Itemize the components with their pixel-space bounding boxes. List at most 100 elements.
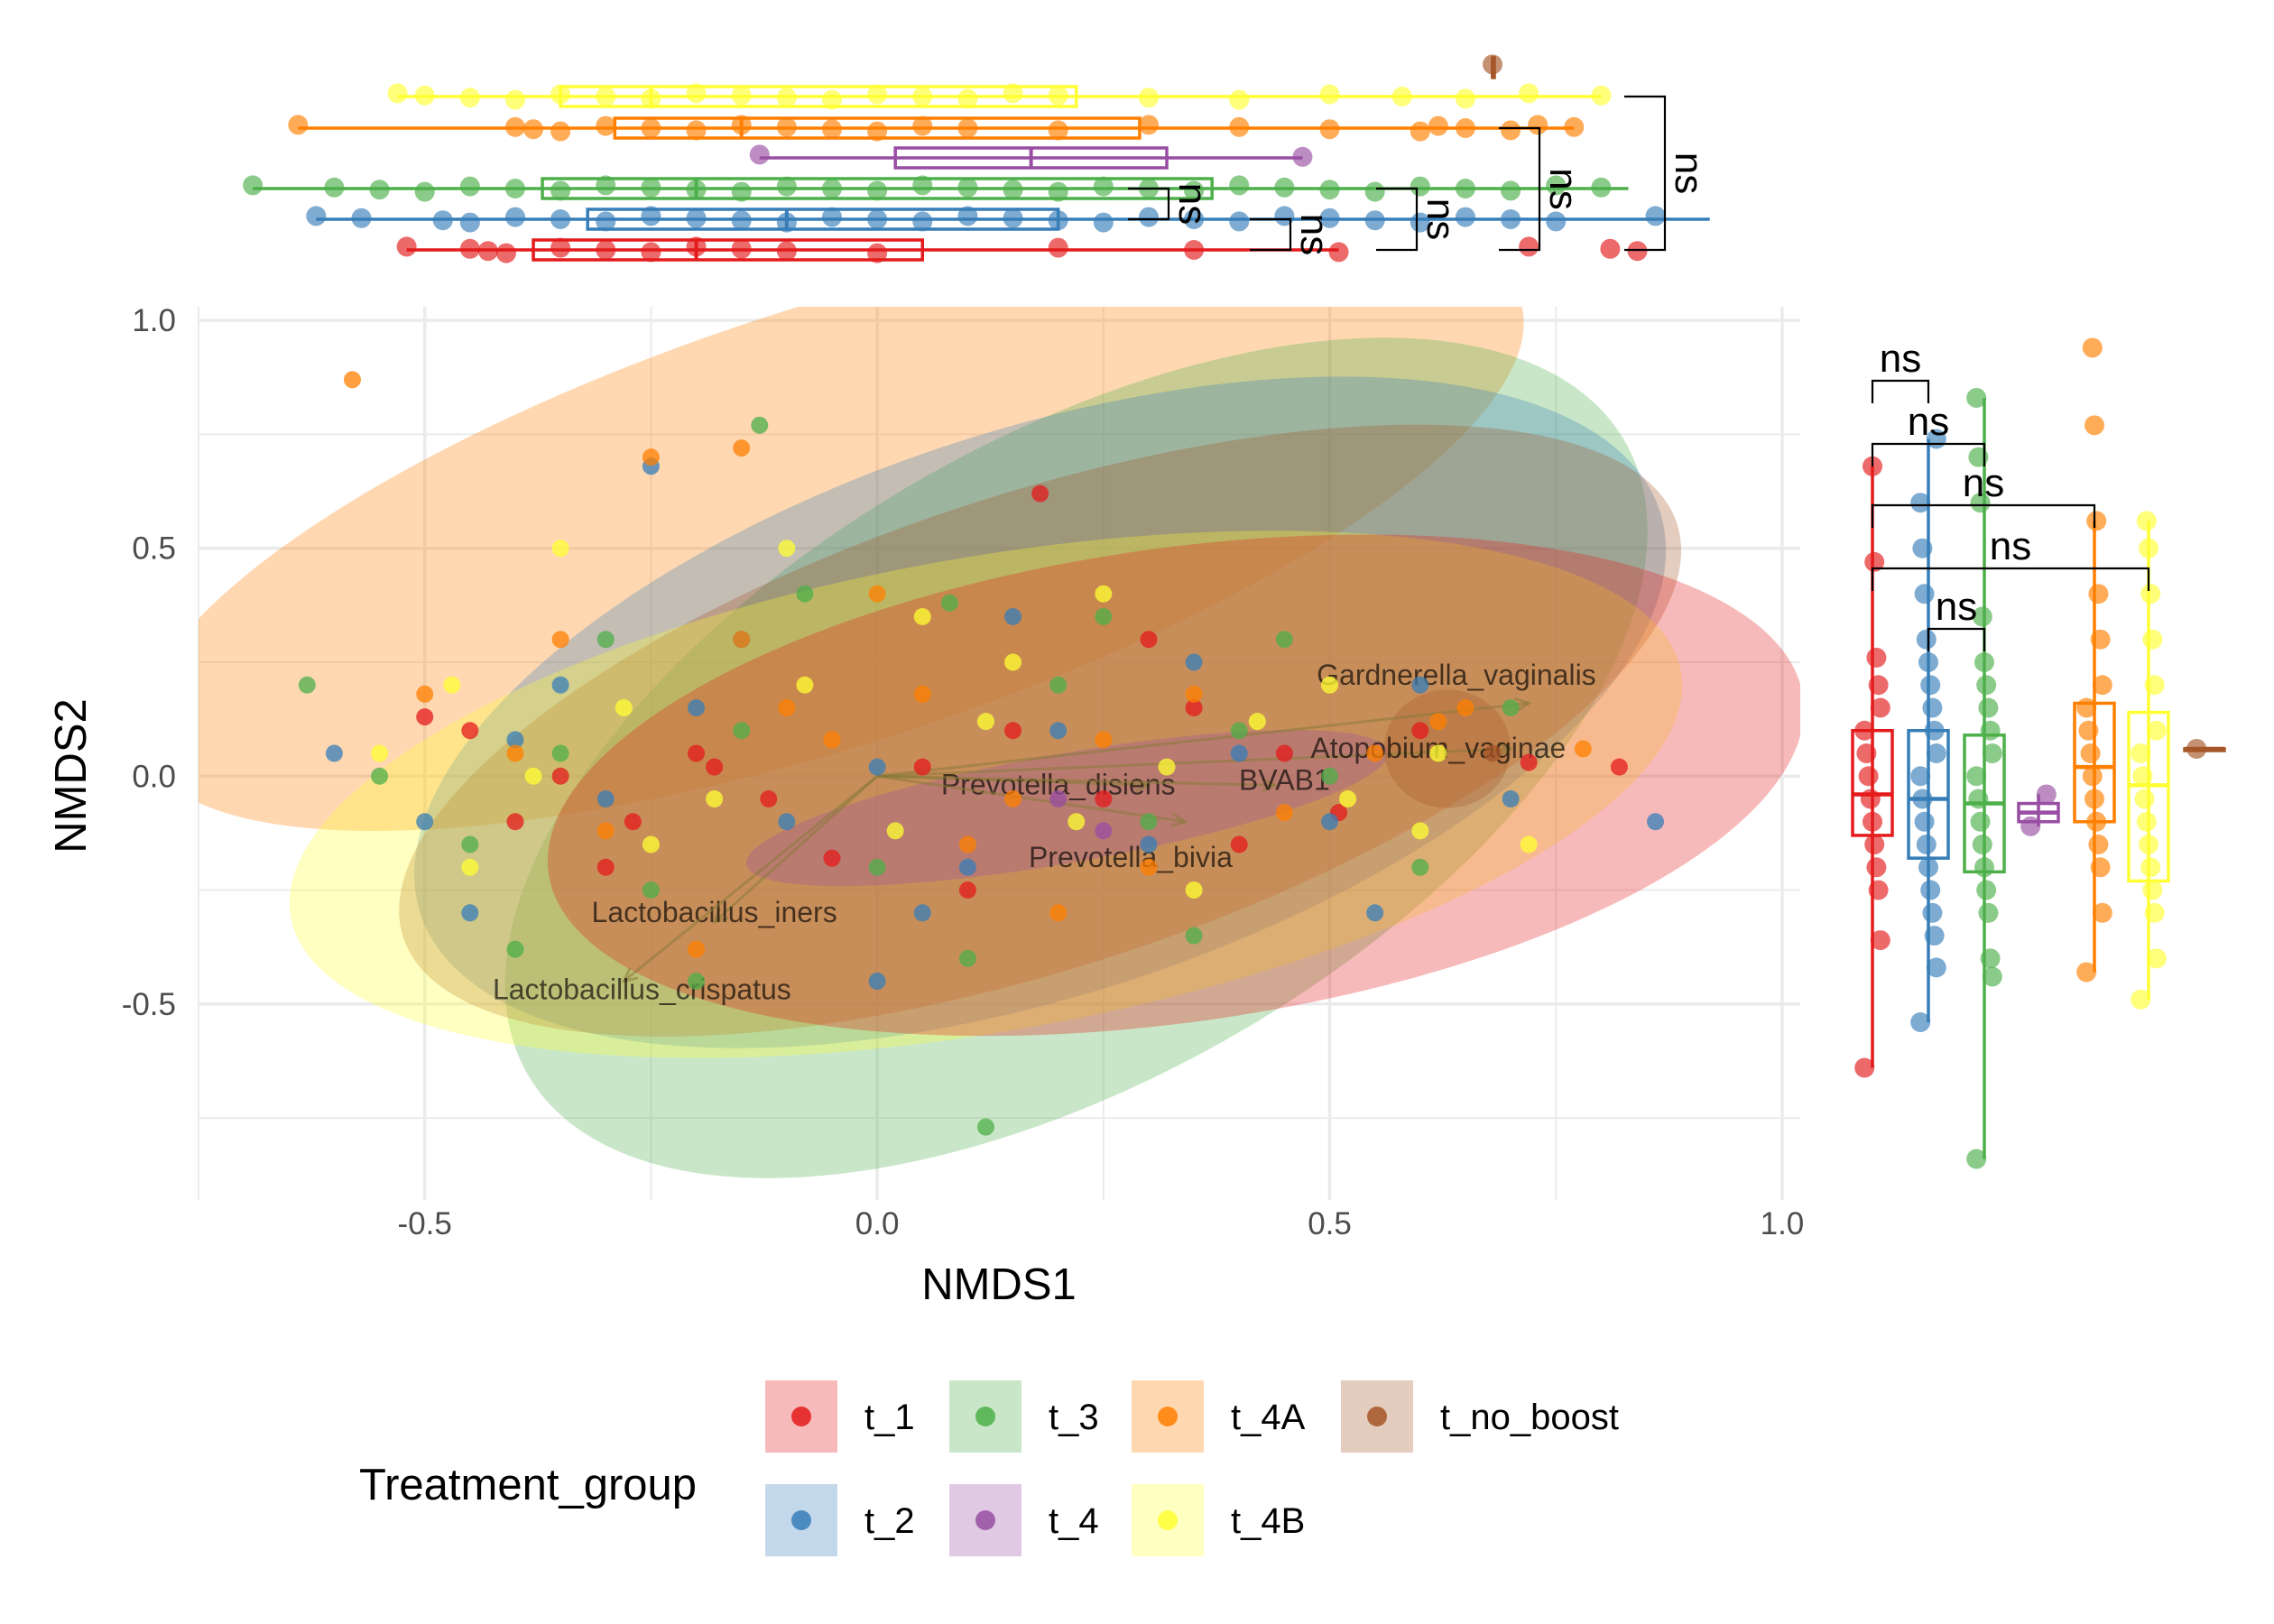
top-point-t_4A [912, 115, 933, 136]
top-point-t_3 [243, 175, 263, 196]
right-point-t_3 [1970, 811, 1991, 832]
point-t_2 [1230, 744, 1248, 762]
point-t_3 [642, 881, 660, 900]
point-t_4B [1248, 713, 1266, 731]
top-point-t_2 [1410, 212, 1430, 233]
top-point-t_2 [821, 207, 842, 227]
right-point-t_4B [2142, 629, 2163, 650]
right-bracket [1927, 627, 1986, 651]
right-bracket-label: ns [1880, 337, 1921, 381]
legend-title: Treatment_group [359, 1461, 697, 1509]
top-point-t_2 [1184, 209, 1205, 229]
right-point-t_1 [1854, 720, 1875, 741]
right-point-t_2 [1916, 629, 1937, 650]
ellipse-t_no_boost [399, 424, 1682, 1037]
point-t_4B [1339, 790, 1357, 808]
top-point-t_4A [288, 115, 309, 135]
point-t_2 [506, 731, 524, 749]
top-point-t_4A [957, 118, 978, 138]
point-t_3 [976, 1118, 994, 1136]
point-t_4B [1411, 822, 1429, 840]
top-point-t_4A [1528, 115, 1548, 135]
point-t_4B [796, 676, 814, 694]
top-point-t_3 [1591, 177, 1612, 198]
top-point-t_2 [686, 208, 707, 228]
point-t_1 [1275, 744, 1293, 762]
top-point-t_2 [731, 210, 752, 231]
confidence-ellipses [199, 307, 1800, 1178]
top-point-t_4B [550, 84, 571, 105]
right-point-t_4B [2144, 902, 2165, 923]
point-t_3 [551, 744, 569, 762]
right-point-t_2 [1920, 675, 1941, 696]
point-t_3 [1140, 813, 1158, 831]
vector-label: Lactobacillus_iners [592, 896, 837, 928]
right-point-t_4A [2078, 720, 2099, 741]
point-t_3 [1049, 676, 1068, 694]
point-t_2 [596, 790, 615, 808]
point-t_3 [688, 973, 706, 991]
top-point-t_4A [1410, 121, 1430, 142]
right-point-t_4A [2092, 675, 2112, 696]
right-point-t_4A [2092, 902, 2112, 923]
top-point-t_3 [1184, 180, 1205, 201]
legend-label-t_3: t_3 [1049, 1398, 1099, 1437]
right-point-t_1 [1864, 551, 1885, 572]
right-point-t_4B [2139, 538, 2158, 558]
right-point-t_1 [1858, 766, 1879, 787]
point-t_2 [913, 904, 931, 922]
point-t_4B [1068, 813, 1086, 831]
top-point-t_4B [731, 85, 752, 106]
right-point-t_4A [2076, 962, 2097, 983]
top-point-t_4A [550, 121, 571, 142]
top-point-t_4A [1229, 116, 1250, 137]
right-margin-boxplot [1851, 337, 2226, 1169]
top-point-t_3 [821, 179, 842, 198]
point-t_4B [615, 698, 633, 716]
point-t_4A [1004, 790, 1022, 808]
point-t_2 [778, 813, 796, 831]
top-point-t_1 [1519, 236, 1539, 257]
top-point-t_1 [396, 236, 417, 257]
right-point-t_4A [2082, 337, 2103, 358]
right-point-t_2 [1912, 789, 1933, 809]
right-bracket [1871, 503, 2096, 528]
point-t_1 [1520, 753, 1538, 771]
right-point-t_2 [1926, 743, 1946, 763]
right-point-t_3 [1980, 948, 2001, 969]
top-point-t_3 [1455, 179, 1475, 198]
x-tick-label: 0.5 [1308, 1206, 1352, 1241]
right-point-t_2 [1922, 902, 1943, 923]
vector-arrowhead [1134, 777, 1152, 793]
top-point-t_2 [351, 208, 372, 228]
vector-label: Lactobacillus_crispatus [493, 973, 791, 1006]
point-t_2 [1647, 813, 1665, 831]
point-t_1 [958, 881, 976, 900]
top-bracket [1128, 187, 1170, 221]
ellipse-t_1 [547, 534, 1800, 1037]
legend-dot-t_2 [791, 1510, 811, 1530]
top-point-t_4 [1292, 146, 1313, 167]
vector-arrowhead [621, 967, 639, 983]
point-t_3 [1230, 722, 1248, 740]
point-t_2 [868, 973, 886, 991]
point-t_1 [416, 708, 434, 726]
ellipse-t_no_boost [1383, 689, 1511, 808]
top-point-t_4 [749, 144, 770, 165]
top-bracket-label: ns [1419, 198, 1463, 240]
point-t_4B [642, 835, 660, 854]
right-point-t_3 [1982, 743, 2002, 763]
y-tick-label: 0.5 [132, 531, 176, 567]
right-point-t_4B [2131, 989, 2151, 1010]
point-t_2 [688, 698, 706, 716]
right-bracket-label: ns [1990, 524, 2031, 568]
point-t_3 [1411, 858, 1429, 876]
top-point-t_2 [432, 210, 453, 231]
top-point-t_2 [776, 212, 797, 233]
point-t_1 [1230, 835, 1248, 854]
legend-dot-t_no_boost [1367, 1407, 1387, 1426]
right-point-t_1 [1854, 1057, 1875, 1078]
top-point-t_1 [550, 237, 571, 258]
